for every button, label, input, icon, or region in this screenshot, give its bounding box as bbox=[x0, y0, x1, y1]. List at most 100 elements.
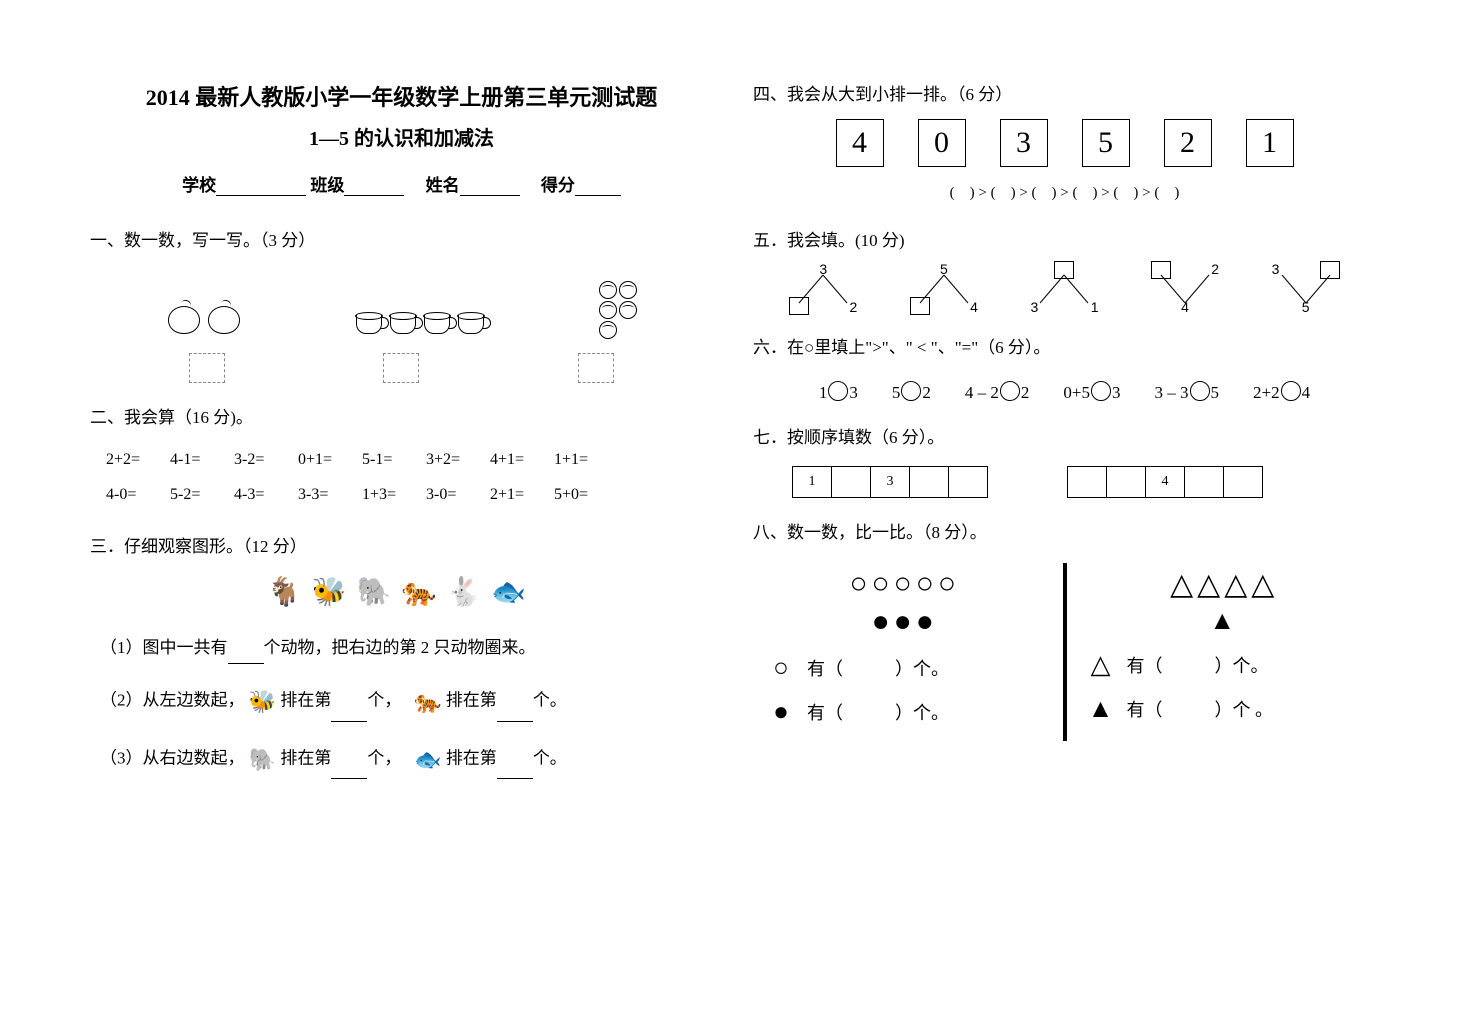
seq-cell bbox=[1223, 466, 1263, 498]
cup-icon bbox=[424, 315, 450, 334]
calc-item: 5+0= bbox=[554, 477, 618, 512]
circle-blank bbox=[1281, 381, 1301, 401]
animal-fish-icon: 🐟 bbox=[414, 740, 441, 780]
number-bond: 31 bbox=[1028, 265, 1100, 313]
sort-number-box: 4 bbox=[836, 119, 884, 167]
circle-blank bbox=[1000, 381, 1020, 401]
score-label: 得分 bbox=[541, 176, 575, 195]
cups-group bbox=[354, 315, 486, 339]
q3-line1: （1）图中一共有 个动物，把右边的第 2 只动物圈来。 bbox=[100, 633, 713, 664]
s6-title: 六．在○里填上">"、" < "、"="（6 分）。 bbox=[753, 333, 1376, 358]
solid-circle-icon: ● bbox=[763, 697, 799, 727]
q3-line3: （3）从右边数起， 🐘 排在第个， 🐟 排在第个。 bbox=[100, 740, 713, 780]
hollow-triangles: △△△△ bbox=[1083, 567, 1367, 602]
seq-cell bbox=[1067, 466, 1107, 498]
number-bond: 24 bbox=[1149, 265, 1221, 313]
title-sub: 1—5 的认识和加减法 bbox=[90, 122, 713, 151]
you-label: 有（ bbox=[1127, 696, 1163, 722]
q3-1-pre: （1）图中一共有 bbox=[100, 638, 228, 657]
number-bond: 35 bbox=[1270, 265, 1342, 313]
balls-group bbox=[599, 281, 637, 339]
answer-box bbox=[383, 353, 419, 383]
s2-title: 二、我会算（16 分)。 bbox=[90, 403, 713, 428]
answer-box bbox=[578, 353, 614, 383]
q3-line2: （2）从左边数起， 🐝 排在第个， 🐅 排在第个。 bbox=[100, 682, 713, 722]
q3-3-pre: （3）从右边数起， bbox=[100, 748, 245, 767]
sort-numbers-row: 403521 bbox=[753, 119, 1376, 167]
blank bbox=[331, 707, 367, 722]
calc-item: 1+1= bbox=[554, 442, 618, 477]
s3-title: 三．仔细观察图形。（12 分） bbox=[90, 532, 713, 557]
right-column: 四、我会从大到小排一排。（6 分） 403521 ( ) > ( ) > ( )… bbox=[733, 80, 1396, 969]
ge-label: ）个。 bbox=[1215, 652, 1269, 678]
calc-item: 5-2= bbox=[170, 477, 234, 512]
cup-icon bbox=[458, 315, 484, 334]
ge-label: ）个。 bbox=[895, 699, 949, 725]
number-bond: 54 bbox=[908, 265, 980, 313]
cc-left: ○○○○○ ●●● ○ 有（ ）个。 ● 有（ ）个。 bbox=[753, 563, 1057, 741]
q3-2-mid3: 排在第 bbox=[446, 691, 497, 710]
cup-icon bbox=[390, 315, 416, 334]
animals-row: 🐐🐝🐘🐅🐇🐟 bbox=[90, 575, 713, 609]
cc-line-solid-circle: ● 有（ ）个。 bbox=[763, 697, 1047, 727]
you-label: 有（ bbox=[807, 699, 843, 725]
calc-item: 3-0= bbox=[426, 477, 490, 512]
apple-icon bbox=[208, 306, 240, 334]
school-label: 学校 bbox=[182, 176, 216, 195]
calc-row-1: 2+2=4-1=3-2=0+1=5-1=3+2=4+1=1+1= bbox=[106, 442, 713, 477]
answer-box bbox=[189, 353, 225, 383]
seq-1: 13 bbox=[793, 466, 988, 498]
calc-item: 3-2= bbox=[234, 442, 298, 477]
hollow-circle-icon: ○ bbox=[763, 653, 799, 683]
s8-title: 八、数一数，比一比。（8 分）。 bbox=[753, 518, 1376, 543]
s7-title: 七．按顺序填数（6 分）。 bbox=[753, 423, 1376, 448]
q3-1-post: 个动物，把右边的第 2 只动物圈来。 bbox=[264, 638, 536, 657]
title-main: 2014 最新人教版小学一年级数学上册第三单元测试题 bbox=[90, 80, 713, 112]
animal-bee-icon: 🐝 bbox=[249, 682, 276, 722]
sort-number-box: 2 bbox=[1164, 119, 1212, 167]
animal-tiger-icon: 🐅 bbox=[402, 577, 447, 608]
circle-blank bbox=[901, 381, 921, 401]
calc-item: 5-1= bbox=[362, 442, 426, 477]
calc-item: 2+1= bbox=[490, 477, 554, 512]
blank bbox=[331, 764, 367, 779]
calc-item: 2+2= bbox=[106, 442, 170, 477]
seq-cell bbox=[1106, 466, 1146, 498]
class-blank bbox=[344, 179, 404, 196]
q3-3-mid3: 排在第 bbox=[446, 748, 497, 767]
cc-right: △△△△ ▲ △ 有（ ）个。 ▲ 有（ ）个 。 bbox=[1073, 563, 1377, 741]
seq-cell: 4 bbox=[1145, 466, 1185, 498]
sort-number-box: 3 bbox=[1000, 119, 1048, 167]
seq-cell bbox=[948, 466, 988, 498]
ge-label: ）个 。 bbox=[1215, 696, 1274, 722]
ball-icon bbox=[599, 281, 617, 299]
calc-item: 4+1= bbox=[490, 442, 554, 477]
sort-number-box: 5 bbox=[1082, 119, 1130, 167]
s4-title: 四、我会从大到小排一排。（6 分） bbox=[753, 80, 1376, 105]
ball-icon bbox=[619, 301, 637, 319]
answer-box-row bbox=[110, 353, 693, 383]
apple-icon bbox=[168, 306, 200, 334]
apples-group bbox=[166, 306, 242, 339]
q3-3-end: 个。 bbox=[533, 748, 567, 767]
calc-item: 1+3= bbox=[362, 477, 426, 512]
solid-triangle-icon: ▲ bbox=[1083, 694, 1119, 724]
seq-cell: 3 bbox=[870, 466, 910, 498]
calc-item: 3-3= bbox=[298, 477, 362, 512]
q3-3-mid2: 个， bbox=[367, 748, 393, 767]
sort-number-box: 1 bbox=[1246, 119, 1294, 167]
ball-icon bbox=[619, 281, 637, 299]
calc-item: 4-3= bbox=[234, 477, 298, 512]
name-label: 姓名 bbox=[426, 176, 460, 195]
name-blank bbox=[460, 179, 520, 196]
q3-2-pre: （2）从左边数起， bbox=[100, 691, 245, 710]
count-compare: ○○○○○ ●●● ○ 有（ ）个。 ● 有（ ）个。 △△△△ ▲ △ 有（ … bbox=[753, 563, 1376, 741]
school-blank bbox=[216, 179, 306, 196]
circle-blank bbox=[828, 381, 848, 401]
ball-icon bbox=[599, 321, 617, 339]
s1-title: 一、数一数，写一写。（3 分） bbox=[90, 226, 713, 251]
animal-elephant-icon: 🐘 bbox=[249, 740, 276, 780]
calc-item: 0+1= bbox=[298, 442, 362, 477]
cup-icon bbox=[356, 315, 382, 334]
blank bbox=[228, 649, 264, 664]
